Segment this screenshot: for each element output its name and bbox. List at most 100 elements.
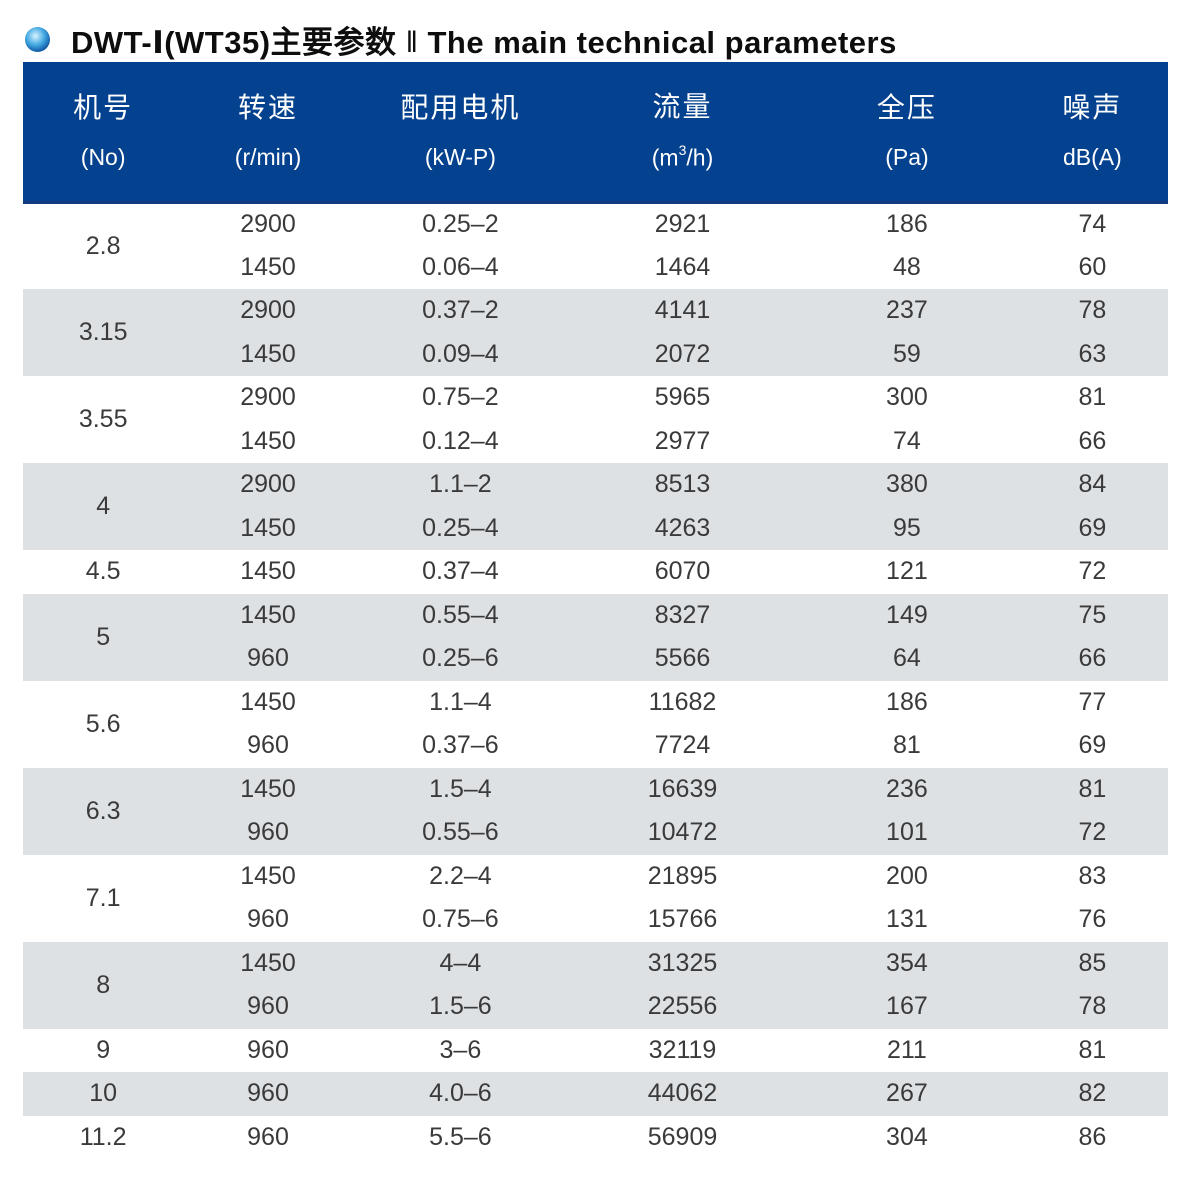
speed-cell: 960 — [183, 985, 353, 1029]
table-header: 机号 (No) 转速 (r/min) 配用电机 (kW-P) 流量 (m3/h)… — [23, 62, 1168, 204]
table-row: 4.5 1450 0.37–4 6070 121 72 — [23, 550, 1168, 594]
pressure-cell: 48 — [797, 245, 1017, 289]
pressure-cell: 59 — [797, 332, 1017, 376]
motor-cell: 0.75–6 — [352, 898, 568, 942]
col-header-speed: 转速 (r/min) — [183, 62, 353, 204]
table-row: 960 0.25–6 5566 64 66 — [23, 637, 1168, 681]
page-title-english: The main technical parameters — [427, 24, 897, 60]
speed-cell: 1450 — [183, 767, 353, 811]
motor-cell: 1.5–6 — [352, 985, 568, 1029]
speed-cell: 960 — [183, 637, 353, 681]
table-row: 960 0.55–6 10472 101 72 — [23, 811, 1168, 855]
noise-cell: 66 — [1016, 419, 1168, 463]
flow-cell: 6070 — [568, 550, 797, 594]
page-title-model: DWT-Ⅰ(WT35)主要参数 — [71, 24, 397, 60]
speed-cell: 2900 — [183, 463, 353, 507]
fan-no-cell: 3.55 — [23, 376, 184, 463]
noise-cell: 84 — [1016, 463, 1168, 507]
speed-cell: 1450 — [183, 550, 353, 594]
table-row: 9 960 3–6 32119 211 81 — [23, 1028, 1168, 1072]
speed-cell: 960 — [183, 724, 353, 768]
speed-cell: 960 — [183, 1115, 353, 1159]
fan-no-cell: 8 — [23, 941, 184, 1029]
flow-cell: 7724 — [568, 724, 797, 768]
pressure-cell: 167 — [797, 985, 1017, 1029]
col-header-fan-no: 机号 (No) — [23, 62, 184, 204]
fan-no-cell: 10 — [23, 1072, 184, 1116]
noise-cell: 74 — [1016, 202, 1168, 246]
table-row: 10 960 4.0–6 44062 267 82 — [23, 1072, 1168, 1116]
pressure-cell: 186 — [797, 202, 1017, 246]
pressure-cell: 200 — [797, 854, 1017, 898]
motor-cell: 4.0–6 — [352, 1072, 568, 1116]
pressure-cell: 300 — [797, 376, 1017, 420]
motor-cell: 1.5–4 — [352, 767, 568, 811]
speed-cell: 960 — [183, 898, 353, 942]
speed-cell: 1450 — [183, 593, 353, 637]
pressure-cell: 81 — [797, 724, 1017, 768]
col-header-speed-unit: (r/min) — [234, 143, 302, 170]
motor-cell: 3–6 — [352, 1028, 568, 1072]
noise-cell: 76 — [1016, 898, 1168, 942]
fan-no-cell: 2.8 — [23, 202, 184, 289]
flow-cell: 2921 — [568, 202, 797, 246]
table-header-row: 机号 (No) 转速 (r/min) 配用电机 (kW-P) 流量 (m3/h)… — [23, 62, 1168, 204]
flow-cell: 4141 — [568, 289, 797, 333]
noise-cell: 60 — [1016, 245, 1168, 289]
parameters-table-wrap: 机号 (No) 转速 (r/min) 配用电机 (kW-P) 流量 (m3/h)… — [23, 62, 1168, 1159]
motor-cell: 4–4 — [352, 941, 568, 985]
table-row: 7.1 1450 2.2–4 21895 200 83 — [23, 854, 1168, 942]
page-title-bar: DWT-Ⅰ(WT35)主要参数 ‖ The main technical param… — [0, 0, 1191, 62]
table-row: 11.2 960 5.5–6 56909 304 86 — [23, 1115, 1168, 1159]
table-row: 1450 0.06–4 1464 48 60 — [23, 245, 1168, 289]
pressure-cell: 121 — [797, 550, 1017, 594]
noise-cell: 69 — [1016, 506, 1168, 550]
fan-no-cell: 6.3 — [23, 767, 184, 855]
flow-cell: 31325 — [568, 941, 797, 985]
motor-cell: 0.55–4 — [352, 593, 568, 637]
col-header-noise: 噪声 dB(A) — [1016, 62, 1168, 204]
col-header-noise-zh: 噪声 — [1062, 91, 1123, 123]
pressure-cell: 354 — [797, 941, 1017, 985]
col-header-pressure-unit: (Pa) — [885, 143, 929, 170]
table-row: 6.3 1450 1.5–4 16639 236 81 — [23, 767, 1168, 855]
col-header-pressure: 全压 (Pa) — [797, 62, 1017, 204]
blue-sphere-bullet-icon — [25, 26, 50, 52]
flow-cell: 21895 — [568, 854, 797, 898]
noise-cell: 81 — [1016, 1028, 1168, 1072]
fan-no-cell: 7.1 — [23, 854, 184, 942]
col-header-motor-unit: (kW-P) — [424, 143, 496, 170]
fan-no-cell: 9 — [23, 1028, 184, 1072]
motor-cell: 0.37–6 — [352, 724, 568, 768]
pressure-cell: 380 — [797, 463, 1017, 507]
motor-cell: 0.06–4 — [352, 245, 568, 289]
table-row: 1450 0.12–4 2977 74 66 — [23, 419, 1168, 463]
col-header-flow-unit: (m3/h) — [651, 141, 714, 171]
speed-cell: 1450 — [183, 245, 353, 289]
parameters-table: 机号 (No) 转速 (r/min) 配用电机 (kW-P) 流量 (m3/h)… — [23, 62, 1168, 1159]
table-row: 5 1450 0.55–4 8327 149 75 — [23, 593, 1168, 681]
flow-cell: 4263 — [568, 506, 797, 550]
speed-cell: 1450 — [183, 680, 353, 724]
col-header-fan-no-zh: 机号 — [73, 91, 134, 123]
motor-cell: 0.37–2 — [352, 289, 568, 333]
speed-cell: 1450 — [183, 419, 353, 463]
speed-cell: 960 — [183, 1072, 353, 1116]
speed-cell: 2900 — [183, 202, 353, 246]
motor-cell: 0.25–4 — [352, 506, 568, 550]
fan-no-cell: 4.5 — [23, 550, 184, 594]
flow-cell: 32119 — [568, 1028, 797, 1072]
noise-cell: 75 — [1016, 593, 1168, 637]
noise-cell: 82 — [1016, 1072, 1168, 1116]
noise-cell: 78 — [1016, 289, 1168, 333]
table-body: 2.8 2900 0.25–2 2921 186 74 1450 0.06–4 1464 48 60… — [23, 202, 1168, 1159]
flow-cell: 5566 — [568, 637, 797, 681]
flow-cell: 2072 — [568, 332, 797, 376]
table-row: 8 1450 4–4 31325 354 85 — [23, 941, 1168, 1029]
motor-cell: 0.25–2 — [352, 202, 568, 246]
pressure-cell: 186 — [797, 680, 1017, 724]
motor-cell: 1.1–4 — [352, 680, 568, 724]
motor-cell: 0.09–4 — [352, 332, 568, 376]
speed-cell: 960 — [183, 1028, 353, 1072]
motor-cell: 2.2–4 — [352, 854, 568, 898]
